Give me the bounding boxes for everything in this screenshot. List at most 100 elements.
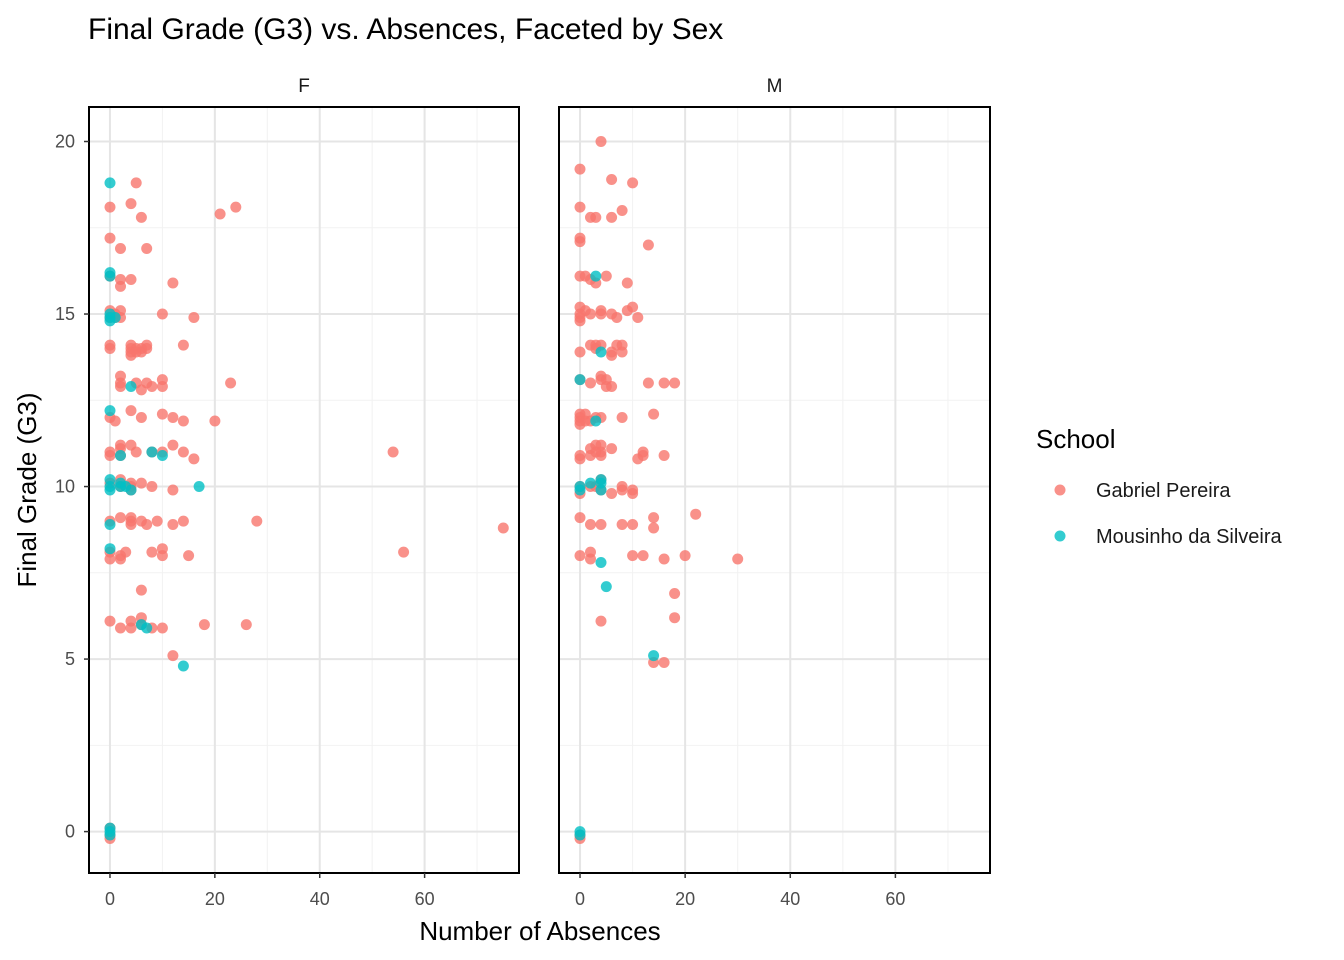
x-tick-label: 40 xyxy=(780,889,800,909)
legend-title: School xyxy=(1036,424,1116,454)
data-point xyxy=(167,439,179,451)
data-point xyxy=(658,553,670,565)
data-point xyxy=(606,488,618,499)
data-point xyxy=(188,453,200,465)
data-point xyxy=(574,315,586,327)
legend-entry-label: Mousinho da Silveira xyxy=(1096,526,1283,548)
data-point xyxy=(209,415,221,427)
data-point xyxy=(606,211,618,223)
data-point xyxy=(616,346,628,358)
data-point xyxy=(606,349,618,361)
data-point xyxy=(627,550,639,562)
data-point xyxy=(104,270,116,282)
data-point xyxy=(141,343,153,354)
data-point xyxy=(109,312,121,323)
data-point xyxy=(585,519,596,530)
data-point xyxy=(642,239,654,251)
data-point xyxy=(230,201,242,213)
data-point xyxy=(115,243,126,254)
data-point xyxy=(156,408,168,420)
facet-panel-m: M 0 20 40 60 xyxy=(558,76,991,909)
data-point xyxy=(240,619,252,631)
legend-entry-label: Gabriel Pereira xyxy=(1096,480,1231,502)
data-point xyxy=(611,312,623,323)
data-point xyxy=(621,277,633,289)
data-point xyxy=(177,415,189,427)
data-point xyxy=(141,243,153,254)
x-tick-label: 20 xyxy=(675,889,695,909)
data-point xyxy=(104,553,116,565)
data-point xyxy=(104,232,116,244)
data-point xyxy=(600,270,612,282)
data-point xyxy=(574,829,586,841)
x-tick-label: 20 xyxy=(205,889,225,909)
data-point xyxy=(669,588,681,599)
data-point xyxy=(167,484,179,496)
data-point xyxy=(177,515,189,527)
data-point xyxy=(104,519,116,530)
data-point xyxy=(658,450,670,461)
data-point xyxy=(104,484,116,496)
data-point xyxy=(130,446,142,458)
data-point xyxy=(125,198,137,210)
data-point xyxy=(167,650,179,662)
data-point xyxy=(590,270,602,282)
data-point xyxy=(167,412,179,423)
data-point xyxy=(595,557,607,568)
data-point xyxy=(398,546,410,558)
facet-panel-f: F 0 20 40 60 0 5 10 15 20 xyxy=(55,76,520,909)
data-point xyxy=(732,553,744,565)
data-point xyxy=(606,174,618,185)
data-point xyxy=(125,484,137,496)
data-point xyxy=(574,163,586,175)
data-point xyxy=(104,450,116,461)
chart-title: Final Grade (G3) vs. Absences, Faceted b… xyxy=(88,13,723,46)
data-point xyxy=(585,377,596,389)
data-point xyxy=(115,450,126,461)
data-point xyxy=(104,201,116,213)
data-point xyxy=(198,619,210,631)
x-tick-label: 60 xyxy=(415,889,435,909)
data-point xyxy=(585,553,596,565)
panel-border xyxy=(88,106,520,874)
data-point xyxy=(104,405,116,417)
data-point xyxy=(115,280,126,292)
data-point xyxy=(104,615,116,627)
data-point xyxy=(616,484,628,496)
data-point xyxy=(156,381,168,392)
data-point xyxy=(193,481,205,492)
data-point xyxy=(167,277,179,289)
data-point xyxy=(679,550,691,562)
x-tick-label: 60 xyxy=(885,889,905,909)
data-point xyxy=(590,415,602,427)
data-point xyxy=(595,346,607,358)
y-tick-label: 0 xyxy=(65,822,75,842)
data-point xyxy=(595,136,607,147)
data-point xyxy=(585,477,596,489)
y-tick-label: 5 xyxy=(65,649,75,669)
data-point xyxy=(658,657,670,668)
data-point xyxy=(135,211,147,223)
data-point xyxy=(125,405,137,417)
data-point xyxy=(156,622,168,634)
data-point xyxy=(627,488,639,499)
x-tick-label: 0 xyxy=(105,889,115,909)
data-point xyxy=(115,622,126,634)
data-point xyxy=(616,519,628,530)
data-point xyxy=(141,519,153,530)
facet-panels: F 0 20 40 60 0 5 10 15 20 M 0 20 40 60 xyxy=(55,76,991,909)
data-point xyxy=(135,477,147,489)
data-point xyxy=(627,519,639,530)
data-point xyxy=(595,484,607,496)
data-point xyxy=(225,377,237,389)
data-point xyxy=(669,612,681,624)
data-point xyxy=(214,208,226,220)
data-point xyxy=(648,512,660,524)
data-point xyxy=(574,374,586,386)
data-point xyxy=(642,377,654,389)
data-point xyxy=(125,274,137,285)
facet-strip-label: M xyxy=(767,76,783,97)
data-point xyxy=(595,615,607,627)
data-point xyxy=(632,312,644,323)
